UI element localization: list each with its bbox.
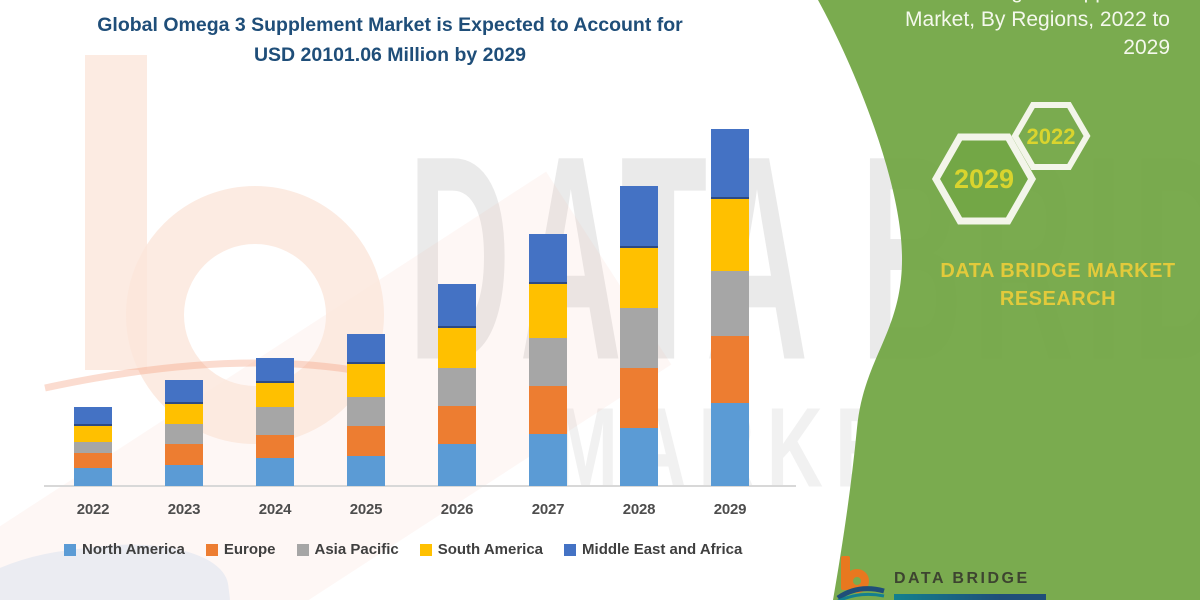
- legend-label: Europe: [223, 541, 276, 558]
- bar-segment-2022-middle-east-and-africa: [74, 407, 112, 426]
- bar-segment-2023-middle-east-and-africa: [165, 380, 203, 405]
- brand-name-text: DATA BRIDGE MARKET RESEARCH: [940, 260, 1176, 310]
- bar-segment-2025-south-america: [347, 364, 385, 397]
- x-axis-label-2027: 2027: [531, 501, 565, 518]
- bar-segment-2025-asia-pacific: [347, 396, 385, 426]
- bar-2022: [74, 407, 112, 486]
- bar-2023: [165, 380, 203, 486]
- bar-segment-2026-asia-pacific: [438, 367, 476, 407]
- bar-segment-2023-south-america: [165, 404, 203, 425]
- bar-segment-2024-north-america: [256, 458, 294, 486]
- legend-swatch-icon: [564, 543, 577, 556]
- bar-segment-2027-north-america: [529, 434, 567, 486]
- bar-segment-2029-south-america: [711, 199, 749, 272]
- legend-swatch-icon: [64, 543, 76, 556]
- bar-segment-2027-europe: [529, 385, 567, 435]
- bar-segment-2027-south-america: [529, 284, 567, 338]
- legend-label: Middle East and Africa: [582, 541, 743, 558]
- x-axis-label-2029: 2029: [713, 501, 747, 518]
- bar-segment-2028-middle-east-and-africa: [620, 185, 658, 248]
- x-axis-line: [44, 485, 796, 487]
- legend-item-middle-east-and-africa: Middle East and Africa: [564, 541, 742, 558]
- bar-segment-2029-north-america: [711, 403, 749, 486]
- legend-label: Asia Pacific: [314, 541, 399, 558]
- legend-item-north-america: North America: [64, 541, 185, 558]
- bar-segment-2025-europe: [347, 425, 385, 456]
- legend-swatch-icon: [296, 543, 309, 556]
- x-axis-label-2024: 2024: [258, 501, 292, 518]
- legend-swatch-icon: [419, 543, 432, 556]
- x-axis-label-2025: 2025: [349, 501, 383, 518]
- bar-segment-2026-south-america: [438, 327, 476, 368]
- bar-segment-2029-europe: [711, 336, 749, 403]
- bar-segment-2024-asia-pacific: [256, 406, 294, 435]
- bar-segment-2024-south-america: [256, 383, 294, 407]
- hexagon-2029-outline: [931, 133, 1037, 225]
- x-axis-label-2028: 2028: [622, 501, 656, 518]
- hexagon-2022-label: 2022: [1027, 124, 1076, 149]
- bar-2024: [256, 358, 294, 486]
- bar-segment-2029-middle-east-and-africa: [711, 129, 749, 200]
- bar-segment-2028-europe: [620, 367, 658, 428]
- side-panel-heading-line3: 2029: [1123, 36, 1170, 59]
- bar-segment-2025-middle-east-and-africa: [347, 334, 385, 365]
- bar-segment-2024-europe: [256, 434, 294, 459]
- legend-swatch-icon: [205, 543, 218, 556]
- bar-segment-2024-middle-east-and-africa: [256, 358, 294, 384]
- bar-segment-2028-north-america: [620, 427, 658, 486]
- bar-segment-2022-south-america: [74, 425, 112, 442]
- bar-segment-2023-north-america: [165, 465, 203, 486]
- footer-logo-bar: [894, 594, 1046, 600]
- bar-segment-2023-asia-pacific: [165, 424, 203, 445]
- bar-segment-2026-europe: [438, 406, 476, 445]
- chart-legend: North America Europe Asia Pacific South Ame…: [64, 541, 742, 558]
- x-axis-label-2022: 2022: [76, 501, 110, 518]
- legend-item-asia-pacific: Asia Pacific: [296, 541, 399, 558]
- bar-segment-2029-asia-pacific: [711, 271, 749, 337]
- bar-2027: [529, 233, 567, 486]
- bar-segment-2022-north-america: [74, 468, 112, 486]
- footer-logo-text: DATA BRIDGE: [894, 570, 1030, 587]
- bar-2028: [620, 185, 658, 486]
- hexagon-2029-label: 2029: [954, 164, 1014, 194]
- x-axis-label-2026: 2026: [440, 501, 474, 518]
- bar-2025: [347, 334, 385, 486]
- hexagon-2022-outline: [1011, 102, 1091, 170]
- side-panel-heading: Global Omega 3 Supplement Market, By Reg…: [838, 0, 1170, 62]
- bar-segment-2026-middle-east-and-africa: [438, 284, 476, 328]
- chart-title-line1: Global Omega 3 Supplement Market is Expe…: [97, 14, 683, 36]
- footer-logo-b-icon: [836, 556, 885, 600]
- legend-label: South America: [437, 541, 544, 558]
- legend-item-south-america: South America: [419, 541, 544, 558]
- bar-segment-2027-middle-east-and-africa: [529, 233, 567, 285]
- chart-title: Global Omega 3 Supplement Market is Expe…: [50, 10, 730, 70]
- bar-segment-2022-asia-pacific: [74, 441, 112, 453]
- bar-segment-2028-asia-pacific: [620, 307, 658, 368]
- bar-segment-2028-south-america: [620, 247, 658, 308]
- side-panel-heading-line1: Global Omega 3 Supplement: [838, 0, 1170, 6]
- bar-segment-2023-europe: [165, 444, 203, 466]
- legend-label: North America: [82, 541, 185, 558]
- side-panel-heading-line2: Market, By Regions, 2022 to: [905, 8, 1170, 31]
- bar-segment-2022-europe: [74, 452, 112, 469]
- bar-2029: [711, 129, 749, 486]
- legend-item-europe: Europe: [205, 541, 276, 558]
- bar-segment-2025-north-america: [347, 455, 385, 486]
- bar-segment-2027-asia-pacific: [529, 337, 567, 386]
- bar-segment-2026-north-america: [438, 444, 476, 486]
- bar-2026: [438, 284, 476, 486]
- chart-title-line2: USD 20101.06 Million by 2029: [253, 44, 527, 66]
- x-axis-label-2023: 2023: [167, 501, 201, 518]
